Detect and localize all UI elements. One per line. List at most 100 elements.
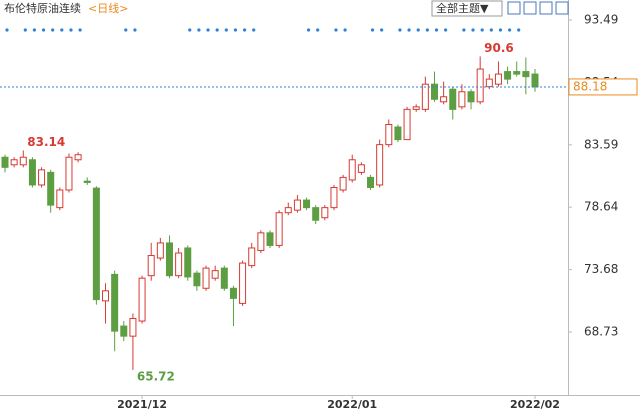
candle-body: [494, 73, 502, 85]
icon[interactable]: [507, 1, 521, 15]
candle-body: [321, 207, 329, 219]
candle-body: [284, 207, 292, 214]
event-dot: [306, 28, 311, 32]
event-dot: [41, 28, 46, 32]
candle-body: [513, 71, 521, 75]
event-dot: [51, 28, 55, 32]
price-label: 88.18: [573, 79, 607, 93]
period[interactable]: <日线>: [88, 1, 128, 15]
event-dot: [60, 28, 64, 32]
candle-body: [138, 277, 146, 322]
x-tick-label: 2021/12: [117, 398, 167, 411]
candle-body: [47, 171, 55, 206]
candle-body: [120, 325, 128, 337]
event-dot: [489, 28, 493, 32]
candle-body: [403, 108, 411, 141]
candle-body: [440, 96, 448, 103]
candle-body: [449, 88, 457, 110]
candle-body: [421, 83, 429, 110]
candle-body: [293, 199, 301, 211]
event-dot: [380, 28, 384, 32]
extreme-label: 90.6: [484, 41, 514, 55]
candle-body: [485, 78, 493, 88]
event-dot: [434, 28, 439, 32]
y-tick-label: 73.68: [584, 262, 618, 276]
y-tick-label: 68.73: [584, 325, 618, 339]
candle-body: [193, 272, 201, 287]
event-dot: [498, 28, 503, 32]
candle-body: [1, 156, 9, 168]
x-tick-label: 2022/01: [327, 398, 377, 411]
y-tick-label: 78.64: [584, 200, 618, 214]
candle-body: [458, 91, 466, 108]
candle-body: [303, 199, 311, 209]
candle-body: [74, 154, 82, 161]
toolbar-icons: [507, 1, 569, 15]
candle-body: [184, 247, 192, 278]
candle-body: [56, 189, 64, 209]
event-dot: [224, 28, 228, 32]
y-tick-label: 83.59: [584, 137, 618, 151]
candle-body: [175, 252, 183, 277]
candle-body: [211, 270, 219, 279]
candle-body: [430, 83, 438, 100]
candle-body: [92, 187, 100, 301]
theme-button-box[interactable]: [431, 0, 503, 17]
event-dot: [242, 28, 247, 32]
candle-body: [220, 267, 228, 289]
price-box: [568, 78, 638, 96]
event-dot: [124, 28, 128, 32]
event-dot: [416, 28, 420, 32]
theme-button[interactable]: 全部主题▼: [436, 1, 489, 15]
candle-body: [357, 164, 365, 173]
extreme-label: 83.14: [27, 135, 65, 149]
candle-body: [38, 169, 46, 186]
event-dot: [398, 28, 402, 32]
candle-body: [522, 71, 530, 78]
event-dot: [32, 28, 37, 32]
event-dot: [370, 28, 375, 32]
candle-body: [19, 156, 27, 166]
candle-body: [239, 262, 247, 304]
candle-body: [376, 144, 384, 186]
event-dot: [444, 28, 448, 32]
candle-body: [102, 290, 110, 302]
candle-body: [330, 186, 338, 209]
candle-body: [83, 180, 91, 183]
icon[interactable]: [523, 1, 537, 15]
candle-body: [348, 159, 356, 181]
event-dot: [480, 28, 484, 32]
event-dot: [188, 28, 192, 32]
event-dot: [5, 28, 9, 32]
candle-body: [339, 176, 347, 191]
icon[interactable]: [555, 1, 569, 15]
candle-body: [312, 207, 320, 221]
candle-body: [165, 242, 173, 277]
candle-body: [266, 232, 274, 246]
icon[interactable]: [539, 1, 553, 15]
candle-body: [229, 287, 237, 299]
event-dot: [462, 28, 466, 32]
candle-body: [156, 242, 164, 259]
candle-body: [394, 126, 402, 141]
candle-body: [28, 159, 36, 186]
event-dot: [215, 28, 219, 32]
event-dot: [343, 28, 347, 32]
event-dot: [507, 28, 512, 32]
event-dot: [252, 28, 256, 32]
candle-body: [65, 156, 73, 191]
candle-body: [531, 73, 539, 88]
candle-body: [111, 273, 119, 332]
candle-body: [257, 232, 265, 251]
extreme-label: 65.72: [137, 369, 175, 383]
event-dot: [78, 28, 82, 32]
event-dot: [407, 28, 411, 32]
event-dot: [197, 28, 201, 32]
candle-body: [476, 68, 484, 103]
event-dot: [471, 28, 475, 32]
event-dot: [206, 28, 210, 32]
y-tick-label: 93.49: [584, 13, 618, 27]
